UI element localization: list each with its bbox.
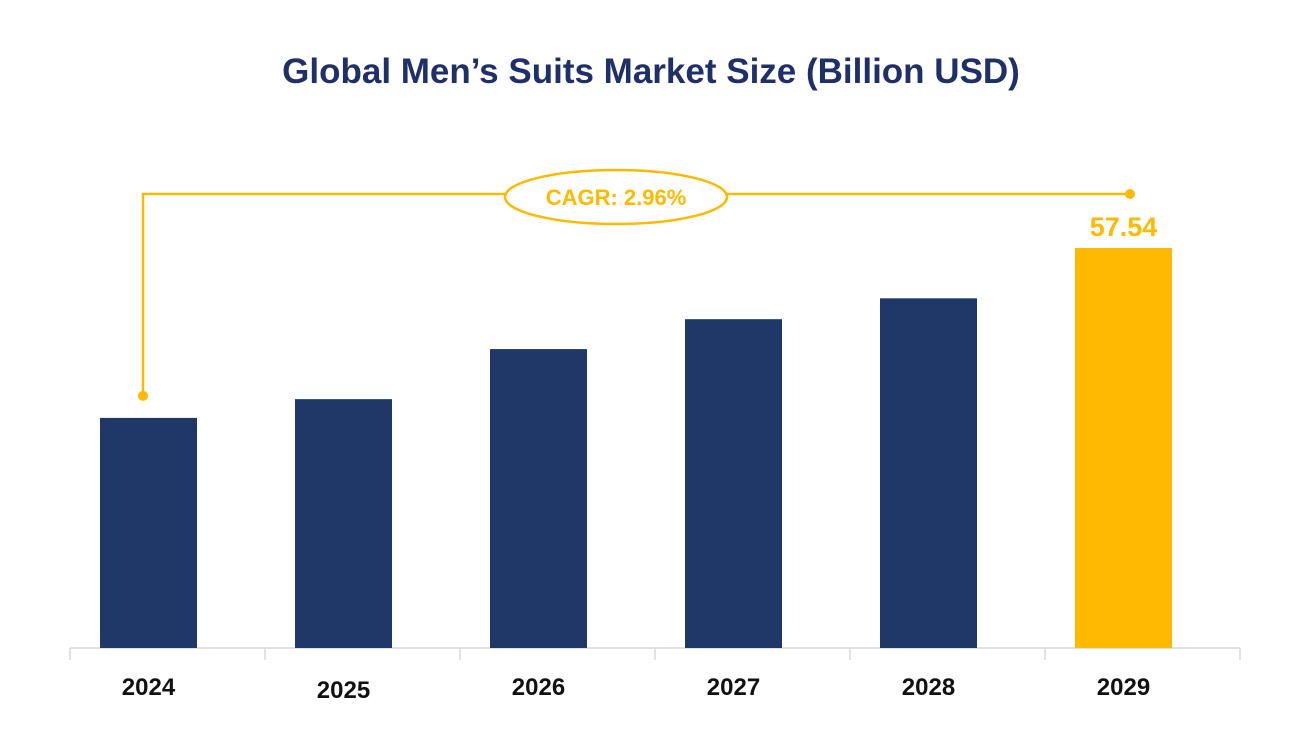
x-tick-label-2025: 2025 [317, 677, 370, 704]
x-tick-label-2026: 2026 [512, 674, 565, 701]
cagr-start-dot [138, 390, 148, 401]
bar-2026 [490, 349, 587, 648]
x-tick-label-2027: 2027 [707, 674, 760, 701]
x-tick-label-2028: 2028 [902, 674, 955, 701]
chart-title: Global Men’s Suits Market Size (Billion … [282, 52, 1020, 91]
cagr-label: CAGR: 2.96% [546, 185, 687, 210]
cagr-connector-line [141, 192, 1130, 396]
x-tick-label-2029: 2029 [1097, 674, 1150, 701]
bar-2029 [1075, 248, 1172, 648]
bar-2027 [685, 319, 782, 648]
bar-2028 [880, 298, 977, 648]
data-label-2029: 57.54 [1090, 212, 1158, 242]
cagr-end-dot [1125, 189, 1135, 199]
bar-2024 [100, 417, 197, 648]
cagr-ellipse [503, 168, 729, 226]
x-tick-label-2024: 2024 [122, 674, 176, 701]
bar-2025 [295, 399, 392, 648]
